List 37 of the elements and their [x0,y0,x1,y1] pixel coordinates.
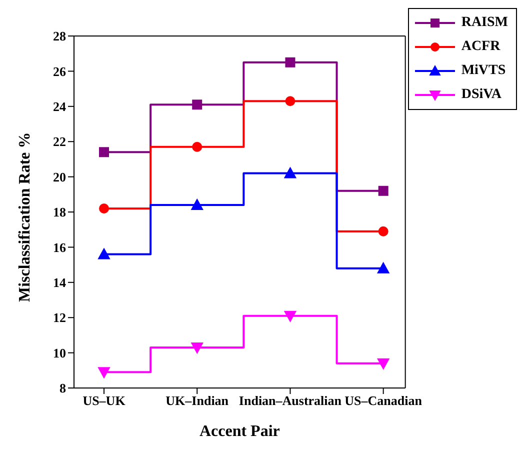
x-tick-label: Indian–Australian [238,393,342,408]
legend-label: DSiVA [461,87,502,103]
point [191,198,204,210]
y-tick-label: 28 [53,28,66,44]
point [284,167,296,178]
y-tick-label: 26 [53,64,66,79]
y-tick-label: 20 [53,169,66,184]
y-tick-label: 10 [53,345,66,360]
point [285,57,296,68]
x-axis-title: Accent Pair [199,423,280,440]
legend-label: RAISM [461,15,508,31]
x-tick-label: UK–Indian [166,393,230,408]
legend-label: ACFR [461,39,500,55]
y-tick-label: 16 [53,240,66,255]
point [377,358,390,370]
point [192,100,202,110]
y-tick-label: 14 [53,275,66,290]
point [99,147,109,158]
y-tick-label: 8 [60,380,66,396]
point [378,186,388,196]
legend-label: MiVTS [461,63,506,79]
point [191,342,204,354]
x-tick-label: US–UK [82,393,126,408]
point [284,310,296,322]
y-tick-label: 24 [53,99,66,114]
point [98,248,110,260]
y-tick-label: 18 [53,204,66,220]
point [285,96,296,106]
point [192,142,202,152]
y-tick-label: 12 [53,310,66,326]
y-axis-title: Misclassification Rate % [16,132,34,302]
point [377,262,390,274]
y-tick-label: 22 [53,134,66,150]
point [99,203,109,214]
point [98,367,110,378]
x-tick-label: US–Canadian [344,393,423,408]
point [378,226,388,236]
